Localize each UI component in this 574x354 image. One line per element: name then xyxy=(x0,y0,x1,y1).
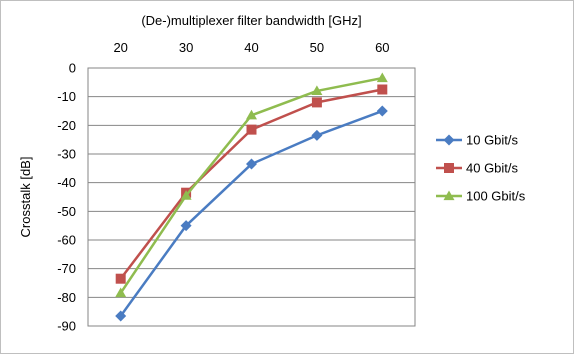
y-tick-labels: 0 -10 -20 -30 -40 -50 -60 -70 -80 -90 xyxy=(57,61,76,334)
data-point-square xyxy=(444,163,454,173)
y-tick-label: 0 xyxy=(69,61,76,76)
data-point-triangle xyxy=(443,190,455,201)
y-tick-label: -10 xyxy=(57,89,76,104)
plot-area-border xyxy=(87,67,416,327)
x-tick-label: 50 xyxy=(310,40,324,55)
legend-label: 40 Gbit/s xyxy=(466,161,519,176)
data-point-triangle xyxy=(115,287,127,298)
series-0 xyxy=(115,105,388,322)
data-point-diamond xyxy=(246,158,257,170)
legend-label: 100 Gbit/s xyxy=(466,189,526,204)
data-point-diamond xyxy=(115,310,127,322)
data-point-triangle xyxy=(180,190,192,200)
y-tick-label: -20 xyxy=(57,118,76,133)
y-axis-title: Crosstalk [dB] xyxy=(18,157,33,238)
x-tick-label: 60 xyxy=(375,40,389,55)
legend-label: 10 Gbit/s xyxy=(466,133,519,148)
data-point-triangle xyxy=(311,85,323,96)
data-point-square xyxy=(311,97,322,108)
x-tick-label: 20 xyxy=(113,40,127,55)
data-point-diamond xyxy=(311,129,323,141)
data-point-diamond xyxy=(376,105,388,117)
x-axis-title: (De-)multiplexer filter bandwidth [GHz] xyxy=(141,13,361,28)
data-point-diamond xyxy=(443,134,455,146)
y-tick-label: -70 xyxy=(57,261,76,276)
data-point-square xyxy=(246,124,257,135)
legend-item: 100 Gbit/s xyxy=(436,189,526,204)
y-tick-label: -30 xyxy=(57,147,76,162)
y-tick-label: -60 xyxy=(57,233,76,248)
data-point-triangle xyxy=(376,72,388,83)
y-tick-label: -80 xyxy=(57,290,76,305)
y-tick-label: -40 xyxy=(57,175,76,190)
data-point-triangle xyxy=(246,109,257,120)
data-point-diamond xyxy=(180,220,192,232)
data-point-square xyxy=(377,84,388,95)
x-tick-label: 40 xyxy=(244,40,258,55)
legend-item: 40 Gbit/s xyxy=(436,161,519,176)
data-point-square xyxy=(115,273,126,284)
legend-item: 10 Gbit/s xyxy=(436,133,519,148)
x-tick-label: 30 xyxy=(179,40,193,55)
y-tick-label: -50 xyxy=(57,204,76,219)
series-2 xyxy=(115,72,388,298)
legend: 10 Gbit/s 40 Gbit/s 100 Gbit/s xyxy=(436,133,526,204)
x-tick-labels: 20 30 40 50 60 xyxy=(113,40,389,55)
y-tick-label: -90 xyxy=(57,319,76,334)
series-group xyxy=(115,72,388,322)
